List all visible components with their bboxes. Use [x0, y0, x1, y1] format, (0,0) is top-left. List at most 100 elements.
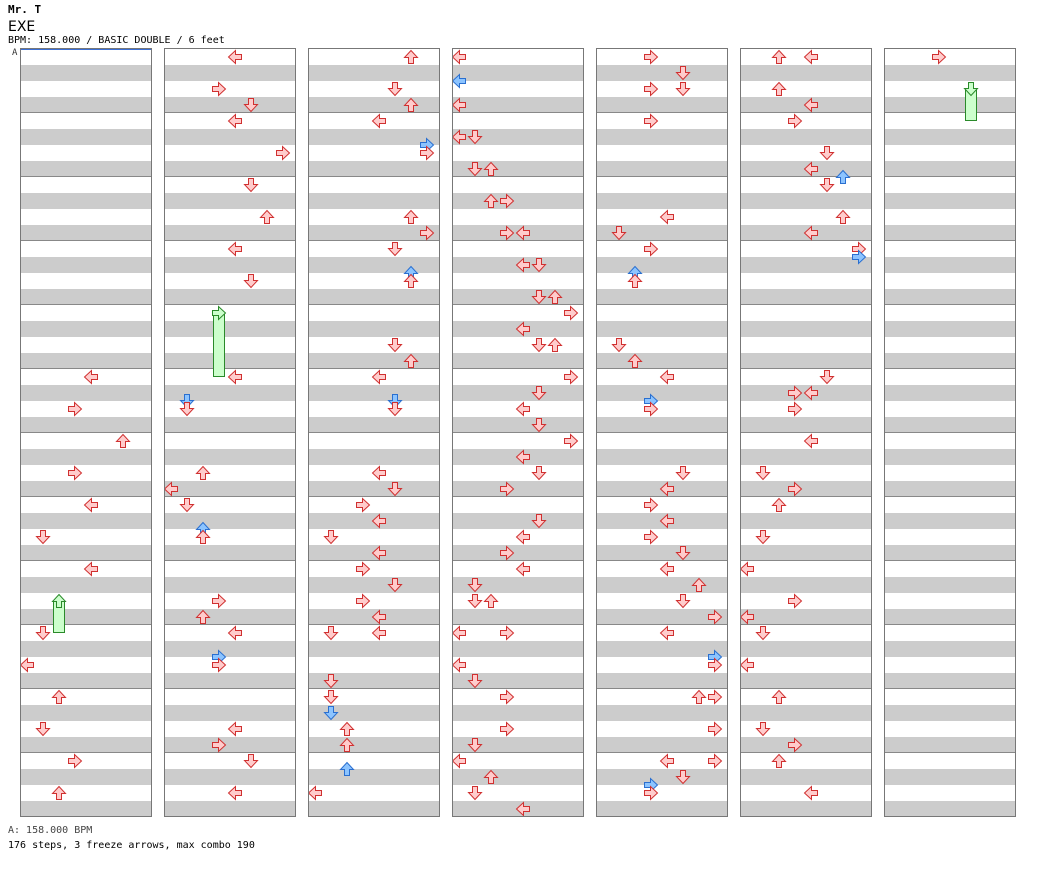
beat-band: [21, 641, 151, 657]
up-arrow-icon: [691, 689, 707, 704]
beat-band: [309, 161, 439, 177]
left-arrow-icon: [83, 369, 98, 385]
beat-band: [453, 65, 583, 81]
measure-line: [597, 560, 727, 561]
beat-band: [165, 737, 295, 753]
beat-band: [741, 481, 871, 497]
beat-band: [597, 385, 727, 401]
down-arrow-icon: [387, 482, 403, 497]
beat-band: [453, 129, 583, 145]
left-arrow-icon: [659, 753, 674, 769]
beat-band: [21, 769, 151, 785]
measure-line: [309, 368, 439, 369]
measure-line: [885, 752, 1015, 753]
measure-line: [741, 752, 871, 753]
down-arrow-icon: [531, 290, 547, 305]
up-arrow-icon: [115, 433, 131, 448]
beat-band: [453, 417, 583, 433]
beat-band: [597, 577, 727, 593]
down-arrow-icon: [531, 466, 547, 481]
down-arrow-icon: [387, 242, 403, 257]
down-arrow-icon: [467, 786, 483, 801]
beat-band: [741, 577, 871, 593]
beat-band: [453, 673, 583, 689]
beat-band: [597, 769, 727, 785]
beat-band: [309, 129, 439, 145]
beat-band: [165, 353, 295, 369]
down-arrow-icon: [35, 530, 51, 545]
beat-band: [309, 353, 439, 369]
right-arrow-icon: [708, 689, 723, 705]
measure-line: [885, 688, 1015, 689]
left-arrow-icon: [659, 561, 674, 577]
measure-line: [165, 560, 295, 561]
right-arrow-icon: [68, 401, 83, 417]
measure-line: [21, 304, 151, 305]
beat-band: [21, 449, 151, 465]
beat-band: [885, 225, 1015, 241]
beat-band: [597, 705, 727, 721]
left-arrow-icon: [227, 369, 242, 385]
beat-band: [21, 321, 151, 337]
beat-band: [21, 609, 151, 625]
beat-band: [453, 97, 583, 113]
up-arrow-icon: [691, 577, 707, 592]
down-arrow-icon: [531, 386, 547, 401]
beat-band: [309, 673, 439, 689]
bpm-marker: A: [12, 48, 18, 58]
measure-line: [741, 624, 871, 625]
right-arrow-icon: [212, 305, 227, 321]
beat-band: [165, 545, 295, 561]
down-arrow-icon: [243, 274, 259, 289]
left-arrow-icon: [803, 49, 818, 65]
down-arrow-icon: [675, 466, 691, 481]
beat-band: [309, 737, 439, 753]
up-arrow-icon: [771, 49, 787, 64]
down-arrow-icon: [467, 130, 483, 145]
beat-band: [885, 129, 1015, 145]
left-arrow-icon: [371, 545, 386, 561]
up-arrow-icon: [483, 161, 499, 176]
right-arrow-icon: [644, 113, 659, 129]
measure-line: [309, 112, 439, 113]
beat-band: [741, 705, 871, 721]
left-arrow-icon: [453, 97, 466, 113]
measure-line: [309, 624, 439, 625]
beat-band: [453, 737, 583, 753]
down-arrow-icon: [675, 546, 691, 561]
beat-band: [21, 289, 151, 305]
left-arrow-icon: [515, 321, 530, 337]
beat-band: [597, 737, 727, 753]
measure-line: [741, 240, 871, 241]
up-arrow-icon: [547, 337, 563, 352]
measure-line: [741, 368, 871, 369]
down-arrow-icon: [531, 514, 547, 529]
measure-line: [165, 496, 295, 497]
measure-line: [453, 368, 583, 369]
left-arrow-icon: [515, 801, 530, 816]
beat-band: [741, 417, 871, 433]
beat-band: [453, 769, 583, 785]
right-arrow-icon: [708, 721, 723, 737]
beat-band: [309, 449, 439, 465]
measure-line: [165, 176, 295, 177]
beat-band: [885, 257, 1015, 273]
beat-band: [309, 225, 439, 241]
beat-band: [165, 609, 295, 625]
up-arrow-icon: [627, 353, 643, 368]
right-arrow-icon: [420, 225, 435, 241]
right-arrow-icon: [644, 785, 659, 801]
down-arrow-icon: [323, 674, 339, 689]
measure-line: [741, 560, 871, 561]
left-arrow-icon: [371, 609, 386, 625]
beat-band: [741, 353, 871, 369]
left-arrow-icon: [453, 753, 466, 769]
beat-band: [165, 769, 295, 785]
down-arrow-icon: [963, 82, 979, 97]
beat-band: [21, 161, 151, 177]
left-arrow-icon: [453, 625, 466, 641]
right-arrow-icon: [788, 593, 803, 609]
beat-band: [741, 65, 871, 81]
left-arrow-icon: [741, 657, 754, 673]
beat-band: [885, 577, 1015, 593]
